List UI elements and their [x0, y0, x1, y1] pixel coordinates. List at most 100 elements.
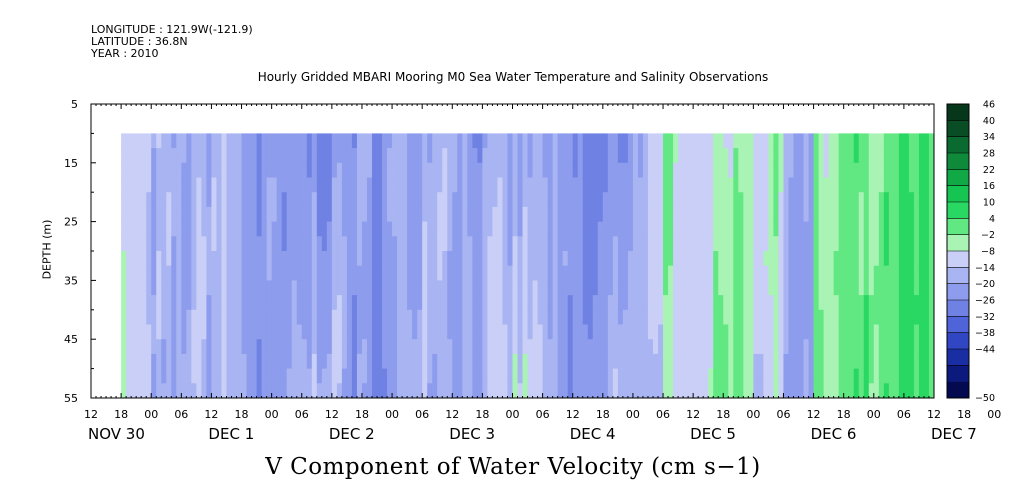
heatmap-cell [412, 251, 418, 267]
heatmap-cell [487, 309, 493, 325]
heatmap-cell [547, 133, 554, 149]
heatmap-cell [326, 324, 333, 340]
heatmap-cell [552, 192, 559, 208]
heatmap-cell [241, 206, 247, 222]
heatmap-cell [221, 368, 227, 384]
colorbar-swatch [947, 283, 969, 301]
heatmap-cell [642, 265, 649, 281]
heatmap-cell [372, 221, 378, 237]
y-tick-label: 15 [64, 157, 78, 170]
heatmap-cell [452, 309, 458, 325]
heatmap-cell [893, 133, 900, 149]
heatmap-cell [462, 265, 468, 281]
heatmap-cell [918, 368, 925, 384]
heatmap-cell [693, 383, 699, 399]
heatmap-cell [577, 133, 584, 149]
heatmap-cell [336, 162, 343, 178]
heatmap-cell [437, 265, 443, 281]
heatmap-cell [492, 295, 498, 311]
heatmap-cell [793, 368, 799, 384]
heatmap-cell [271, 251, 278, 267]
heatmap-cell [703, 236, 709, 252]
heatmap-cell [316, 339, 323, 355]
heatmap-cell [597, 353, 604, 369]
heatmap-cell [156, 280, 162, 296]
x-hour-tick-label: 18 [235, 408, 249, 421]
heatmap-cell [507, 353, 513, 369]
heatmap-cell [356, 236, 363, 252]
heatmap-cell [893, 206, 900, 222]
heatmap-cell [542, 177, 549, 193]
heatmap-cell [412, 177, 418, 193]
heatmap-cell [507, 339, 513, 355]
heatmap-cell [823, 309, 830, 325]
heatmap-cell [668, 368, 674, 384]
heatmap-cell [296, 339, 303, 355]
heatmap-cell [893, 177, 900, 193]
heatmap-cell [402, 324, 408, 340]
colorbar-label: 10 [983, 198, 995, 209]
heatmap-cell [582, 251, 589, 267]
heatmap-cell [743, 280, 749, 296]
heatmap-cell [151, 133, 157, 149]
heatmap-cell [843, 221, 850, 237]
heatmap-cell [432, 339, 438, 355]
heatmap-cell [131, 236, 137, 252]
heatmap-cell [341, 324, 348, 340]
heatmap-cell [597, 133, 604, 149]
heatmap-cell [251, 265, 257, 281]
heatmap-cell [266, 368, 273, 384]
heatmap-cell [688, 265, 694, 281]
heatmap-cell [447, 324, 453, 340]
heatmap-cell [502, 265, 508, 281]
x-day-label: DEC 1 [208, 425, 254, 443]
heatmap-cell [898, 221, 905, 237]
heatmap-cell [382, 280, 388, 296]
heatmap-cell [206, 192, 212, 208]
chart-title: Hourly Gridded MBARI Mooring M0 Sea Wate… [257, 70, 769, 84]
heatmap-cell [366, 295, 373, 311]
heatmap-cell [482, 339, 488, 355]
heatmap-cell [683, 309, 689, 325]
heatmap-cell [336, 221, 343, 237]
heatmap-cell [913, 368, 920, 384]
heatmap-cell [663, 177, 669, 193]
heatmap-cell [211, 383, 217, 399]
heatmap-cell [341, 162, 348, 178]
heatmap-cell [818, 221, 825, 237]
heatmap-cell [783, 206, 789, 222]
heatmap-cell [888, 324, 895, 340]
heatmap-cell [191, 206, 197, 222]
heatmap-cell [301, 265, 308, 281]
heatmap-cell [723, 368, 729, 384]
heatmap-cell [627, 148, 634, 164]
heatmap-cell [251, 148, 257, 164]
heatmap-cell [311, 309, 318, 325]
heatmap-cell [507, 221, 513, 237]
x-hour-tick-label: 00 [746, 408, 760, 421]
heatmap-cell [457, 368, 463, 384]
heatmap-cell [427, 148, 433, 164]
heatmap-cell [351, 251, 358, 267]
heatmap-cell [592, 162, 599, 178]
heatmap-cell [532, 148, 538, 164]
heatmap-cell [216, 236, 222, 252]
heatmap-cell [653, 295, 659, 311]
heatmap-cell [718, 206, 724, 222]
heatmap-cell [908, 251, 915, 267]
heatmap-cell [502, 192, 508, 208]
heatmap-cell [397, 280, 403, 296]
heatmap-cell [452, 280, 458, 296]
heatmap-cell [617, 177, 624, 193]
heatmap-cell [216, 133, 222, 149]
heatmap-cell [397, 236, 403, 252]
heatmap-cell [387, 221, 393, 237]
heatmap-cell [427, 265, 433, 281]
heatmap-cell [647, 280, 654, 296]
heatmap-cell [256, 324, 263, 340]
heatmap-cell [366, 265, 373, 281]
heatmap-cell [457, 192, 463, 208]
heatmap-cell [231, 368, 237, 384]
heatmap-cell [803, 236, 809, 252]
heatmap-cell [647, 148, 654, 164]
